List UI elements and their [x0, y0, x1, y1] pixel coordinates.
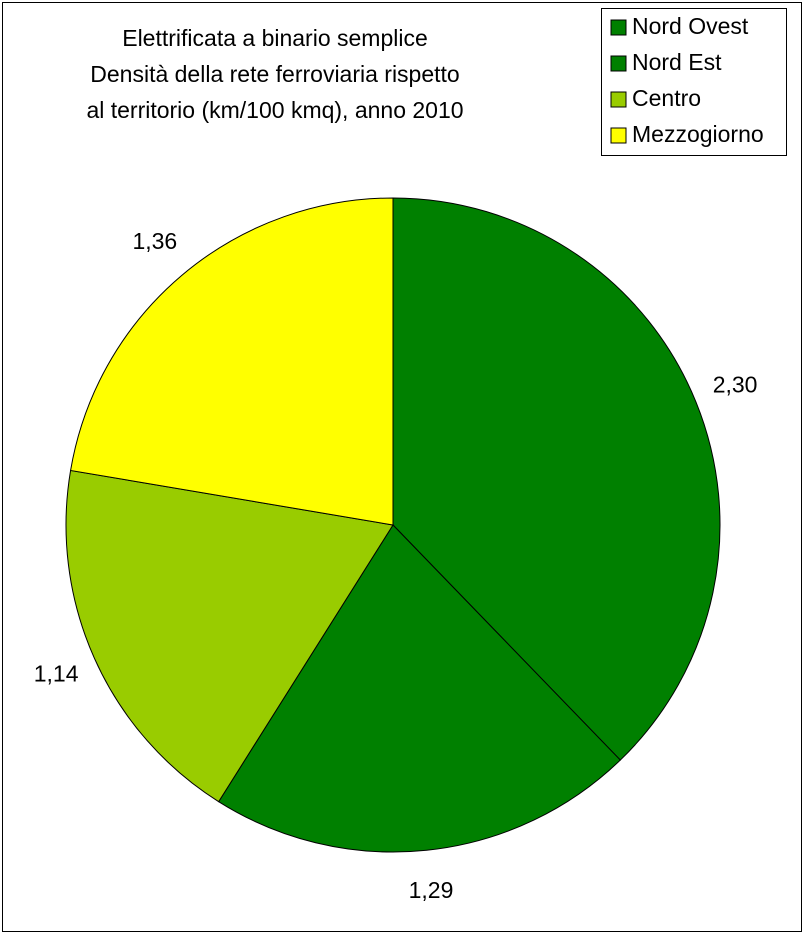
legend-swatch [610, 55, 627, 72]
chart-title: Densità della rete ferroviaria rispetto [90, 61, 459, 87]
legend: Nord Ovest Nord Est Centro Mezzogiorno [601, 8, 787, 156]
data-label: 1,36 [132, 228, 177, 254]
legend-swatch [610, 91, 627, 108]
legend-swatch [610, 19, 627, 36]
data-label: 2,30 [713, 372, 758, 398]
legend-label: Nord Est [632, 49, 722, 75]
data-label: 1,14 [34, 661, 79, 687]
legend-label: Mezzogiorno [632, 121, 764, 147]
pie-slice [392, 197, 721, 761]
pie-slice [70, 197, 394, 526]
legend-swatch [610, 127, 627, 144]
pie-slice [65, 469, 394, 803]
legend-box [601, 8, 787, 156]
chart-title: Elettrificata a binario semplice [122, 25, 428, 51]
chart-title: al territorio (km/100 kmq), anno 2010 [86, 97, 463, 123]
legend-label: Nord Ovest [632, 13, 749, 39]
pie-slice [217, 524, 622, 853]
data-label: 1,29 [409, 877, 454, 903]
legend-label: Centro [632, 85, 701, 111]
title-block: Elettrificata a binario semplice Densità … [86, 25, 463, 123]
pie: 2,30 1,29 1,14 1,36 [34, 197, 758, 903]
